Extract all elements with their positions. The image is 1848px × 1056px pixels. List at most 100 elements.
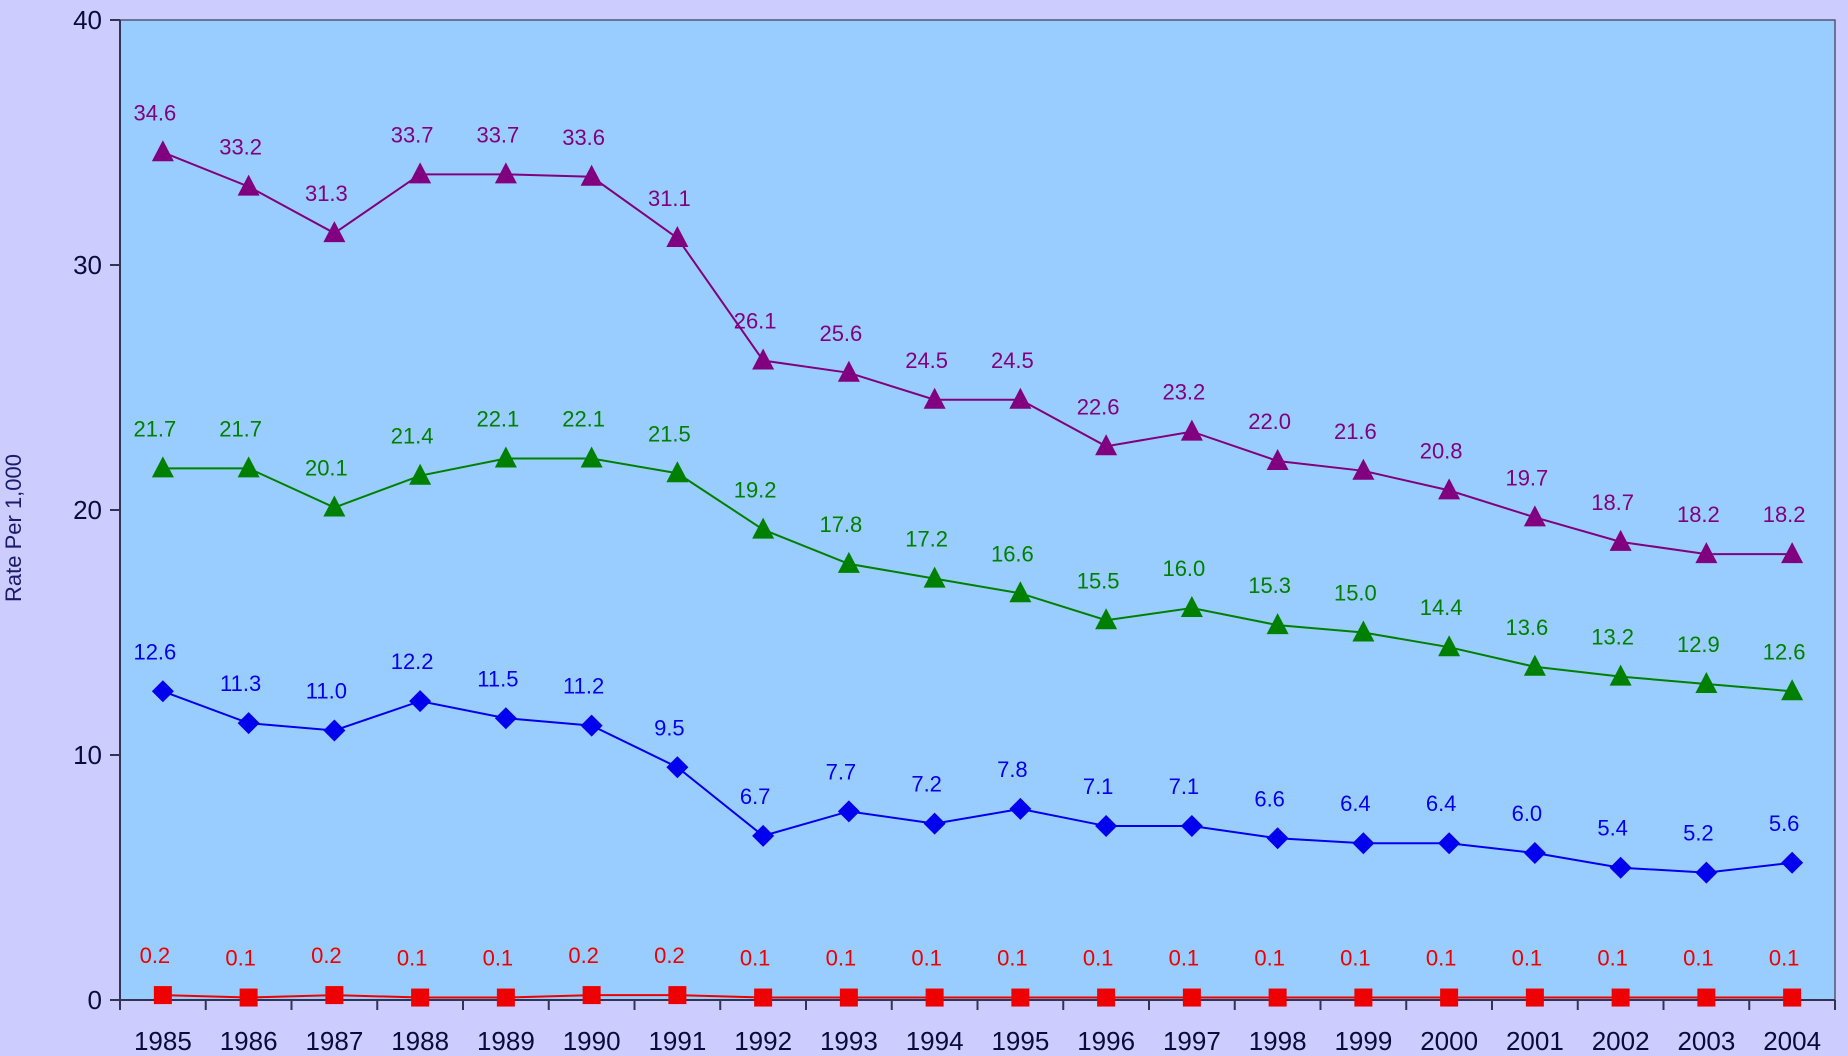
data-label: 12.2: [391, 649, 434, 674]
data-point: [323, 221, 346, 243]
data-label: 20.1: [305, 456, 348, 481]
data-label: 11.5: [477, 666, 518, 691]
data-point: [411, 988, 430, 1007]
x-tick-label: 1995: [991, 1026, 1049, 1056]
data-label: 0.1: [1083, 946, 1114, 971]
data-label: 0.1: [1340, 946, 1371, 971]
x-tick-label: 2004: [1763, 1026, 1821, 1056]
data-label: 24.5: [905, 348, 948, 373]
data-label: 7.1: [1083, 774, 1114, 799]
x-tick-label: 1997: [1163, 1026, 1221, 1056]
data-point: [923, 566, 946, 588]
data-label: 6.7: [740, 784, 771, 809]
data-point: [409, 463, 432, 485]
x-tick-label: 1986: [220, 1026, 278, 1056]
data-label: 9.5: [654, 715, 685, 740]
data-label: 12.9: [1677, 632, 1720, 657]
data-label: 0.1: [1426, 946, 1457, 971]
data-label: 17.8: [819, 512, 862, 537]
data-label: 0.1: [1169, 946, 1200, 971]
data-point: [754, 988, 773, 1007]
data-label: 0.1: [911, 946, 942, 971]
data-point: [1095, 815, 1118, 838]
data-point: [1180, 596, 1203, 617]
x-tick-label: 1988: [391, 1026, 449, 1056]
x-tick-label: 1989: [477, 1026, 535, 1056]
data-label: 0.2: [568, 943, 599, 968]
data-label: 0.1: [740, 946, 771, 971]
data-label: 0.1: [1683, 946, 1714, 971]
data-point: [494, 707, 517, 730]
plot-area: [119, 19, 1836, 1001]
x-tick-label: 1996: [1077, 1026, 1135, 1056]
x-tick-label: 1999: [1334, 1026, 1392, 1056]
data-point: [1266, 827, 1289, 850]
series-line-4: [162, 994, 1793, 999]
data-point: [153, 986, 172, 1005]
data-label: 17.2: [905, 527, 948, 552]
data-point: [239, 988, 258, 1007]
data-point: [1781, 851, 1804, 874]
y-tick-label: 30: [73, 250, 102, 280]
data-point: [1438, 832, 1461, 855]
data-point: [1354, 988, 1373, 1007]
data-point: [1695, 861, 1718, 884]
data-point: [1352, 620, 1375, 642]
data-label: 16.6: [991, 541, 1034, 566]
data-label: 15.3: [1248, 573, 1291, 598]
data-label: 18.2: [1677, 502, 1720, 527]
data-point: [925, 988, 944, 1007]
x-tick-label: 1992: [734, 1026, 792, 1056]
data-label: 13.2: [1591, 625, 1634, 650]
data-point: [752, 517, 775, 539]
data-label: 22.1: [476, 407, 519, 432]
data-point: [1695, 542, 1718, 564]
x-tick-label: 1985: [134, 1026, 192, 1056]
data-point: [1180, 815, 1203, 838]
data-label: 19.7: [1505, 465, 1548, 490]
data-point: [1609, 856, 1632, 879]
data-point: [1609, 529, 1632, 551]
data-point: [494, 446, 517, 468]
data-point: [323, 495, 346, 517]
data-label: 0.1: [483, 946, 514, 971]
data-point: [1523, 505, 1546, 527]
y-tick-label: 40: [73, 5, 102, 35]
data-point: [1781, 542, 1804, 564]
data-label: 6.4: [1340, 791, 1371, 816]
data-point: [666, 461, 689, 483]
data-point: [1266, 613, 1289, 635]
data-label: 33.2: [219, 135, 262, 160]
x-tick-label: 1990: [563, 1026, 621, 1056]
data-label: 22.0: [1248, 409, 1291, 434]
data-point: [1268, 988, 1287, 1007]
data-label: 7.7: [826, 759, 857, 784]
data-point: [1180, 419, 1203, 441]
data-point: [1266, 449, 1289, 470]
data-label: 11.2: [563, 674, 604, 699]
data-point: [325, 986, 344, 1005]
data-point: [1525, 988, 1544, 1007]
data-point: [1097, 988, 1116, 1007]
data-label: 34.6: [133, 100, 176, 125]
data-point: [496, 988, 515, 1007]
data-point: [1440, 988, 1459, 1007]
data-point: [752, 348, 775, 370]
data-label: 22.1: [562, 407, 605, 432]
data-label: 15.0: [1334, 581, 1377, 606]
data-label: 0.1: [1769, 946, 1800, 971]
y-tick-label: 0: [88, 985, 102, 1015]
data-point: [1095, 608, 1118, 630]
data-point: [668, 986, 687, 1005]
data-point: [494, 162, 517, 184]
data-label: 0.1: [1254, 946, 1285, 971]
data-label: 24.5: [991, 348, 1034, 373]
data-label: 21.5: [648, 421, 691, 446]
data-point: [666, 226, 689, 248]
data-point: [582, 986, 601, 1005]
data-point: [151, 456, 174, 478]
data-label: 7.8: [997, 757, 1028, 782]
data-label: 5.2: [1683, 821, 1714, 846]
data-point: [1011, 988, 1030, 1007]
data-label: 31.3: [305, 181, 348, 206]
